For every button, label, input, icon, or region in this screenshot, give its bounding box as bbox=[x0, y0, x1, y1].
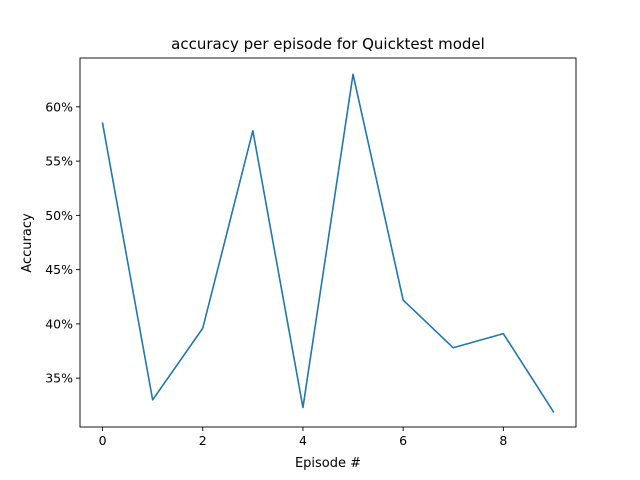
series-line-0 bbox=[101, 73, 555, 413]
x-tick-label: 2 bbox=[199, 433, 207, 448]
x-tick-label: 6 bbox=[399, 433, 407, 448]
y-axis-label: Accuracy bbox=[20, 213, 35, 273]
y-tick-label: 40% bbox=[45, 316, 73, 331]
x-tick-label: 0 bbox=[99, 433, 107, 448]
x-tick-label: 8 bbox=[499, 433, 507, 448]
y-tick-label: 55% bbox=[45, 154, 73, 169]
x-axis-label: Episode # bbox=[295, 456, 361, 471]
chart-title: accuracy per episode for Quicktest model bbox=[171, 35, 485, 53]
y-tick-label: 35% bbox=[45, 371, 73, 386]
plot-frame bbox=[79, 57, 577, 428]
plot-area: 0 2 4 6 8 35% 40% 45% 50% 55% 60% bbox=[45, 57, 577, 448]
y-tick-label: 45% bbox=[45, 262, 73, 277]
y-tick-label: 60% bbox=[45, 99, 73, 114]
y-tick-label: 50% bbox=[45, 208, 73, 223]
x-tick-label: 4 bbox=[299, 433, 307, 448]
